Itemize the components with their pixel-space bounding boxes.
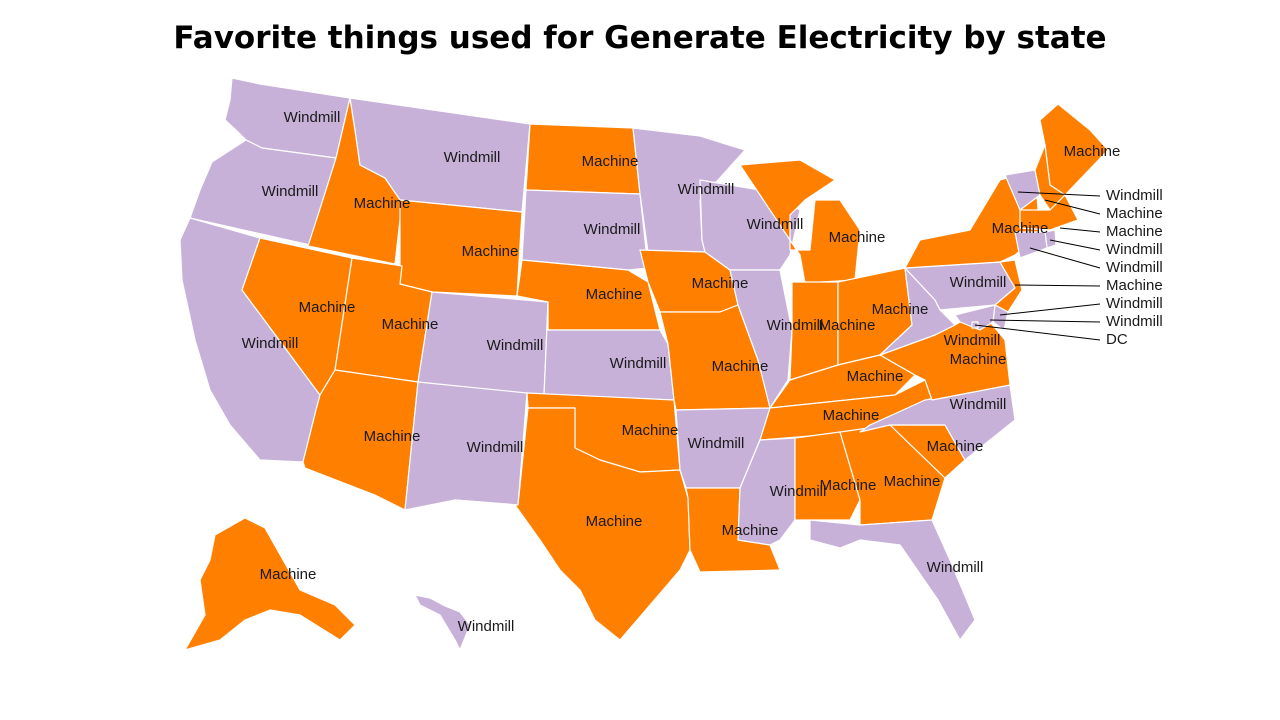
- state-label-me: Machine: [1064, 143, 1121, 160]
- state-label-ut: Machine: [382, 316, 439, 333]
- state-label-nd: Machine: [582, 153, 639, 170]
- state-label-va: Machine: [950, 351, 1007, 368]
- state-label-id: Machine: [354, 195, 411, 212]
- state-il: [729, 269, 793, 409]
- callout-label-ma: Machine: [1106, 223, 1163, 240]
- state-label-ok: Machine: [622, 422, 679, 439]
- state-label-ny: Machine: [992, 220, 1049, 237]
- state-label-mo: Machine: [712, 358, 769, 375]
- callout-label-ri: Windmill: [1106, 241, 1163, 258]
- state-ms: [737, 437, 796, 546]
- state-label-nv: Machine: [299, 299, 356, 316]
- state-label-tn: Machine: [823, 407, 880, 424]
- callout-line-nj: [1014, 284, 1101, 287]
- state-label-sc: Machine: [927, 438, 984, 455]
- callout-label-nh: Machine: [1106, 205, 1163, 222]
- state-label-ak: Machine: [260, 566, 317, 583]
- callout-line-nh: [1044, 199, 1101, 215]
- state-label-al: Machine: [820, 477, 877, 494]
- state-hi: [414, 594, 471, 651]
- page-title: Favorite things used for Generate Electr…: [173, 20, 1107, 56]
- state-label-pa: Windmill: [950, 274, 1007, 291]
- state-label-wv: Windmill: [944, 332, 1001, 349]
- state-label-mn: Windmill: [678, 181, 735, 198]
- callout-line-ma: [1059, 227, 1101, 233]
- callout-label-dc: DC: [1106, 331, 1128, 348]
- state-nc: [859, 384, 1016, 461]
- state-label-hi: Windmill: [458, 618, 515, 635]
- state-label-nc: Windmill: [950, 396, 1007, 413]
- state-label-ky: Machine: [847, 368, 904, 385]
- state-label-ne: Machine: [586, 286, 643, 303]
- state-tx: [454, 407, 691, 641]
- callout-line-ri: [1049, 239, 1101, 251]
- callout-label-md: Windmill: [1106, 313, 1163, 330]
- callout-line-dc: [974, 324, 1101, 341]
- state-label-fl: Windmill: [927, 559, 984, 576]
- callout-line-md: [989, 319, 1101, 323]
- state-fl: [809, 519, 976, 641]
- state-ak: [184, 517, 356, 651]
- callout-label-ct: Windmill: [1106, 259, 1163, 276]
- state-sd: [521, 189, 649, 271]
- state-label-ia: Machine: [692, 275, 749, 292]
- state-label-wy: Machine: [462, 243, 519, 260]
- state-label-tx: Machine: [586, 513, 643, 530]
- state-label-nm: Windmill: [467, 439, 524, 456]
- state-label-oh: Machine: [872, 301, 929, 318]
- callout-label-de: Windmill: [1106, 295, 1163, 312]
- callout-label-vt: Windmill: [1106, 187, 1163, 204]
- state-label-ca: Windmill: [242, 335, 299, 352]
- state-label-wi: Windmill: [747, 216, 804, 233]
- state-label-ks: Windmill: [610, 355, 667, 372]
- callout-label-nj: Machine: [1106, 277, 1163, 294]
- state-label-la: Machine: [722, 522, 779, 539]
- state-label-in: Machine: [819, 317, 876, 334]
- state-label-ar: Windmill: [688, 435, 745, 452]
- state-label-az: Machine: [364, 428, 421, 445]
- state-label-mt: Windmill: [444, 149, 501, 166]
- state-label-il: Windmill: [767, 317, 824, 334]
- callout-line-de: [999, 303, 1101, 316]
- state-label-wa: Windmill: [284, 109, 341, 126]
- state-label-ms: Windmill: [770, 483, 827, 500]
- state-label-mi: Machine: [829, 229, 886, 246]
- state-label-co: Windmill: [487, 337, 544, 354]
- state-ct: [1014, 231, 1048, 259]
- callout-line-ct: [1029, 247, 1101, 269]
- callout-line-vt: [1017, 191, 1101, 197]
- state-label-sd: Windmill: [584, 221, 641, 238]
- state-ma: [1019, 194, 1079, 231]
- state-label-or: Windmill: [262, 183, 319, 200]
- state-label-ga: Machine: [884, 473, 941, 490]
